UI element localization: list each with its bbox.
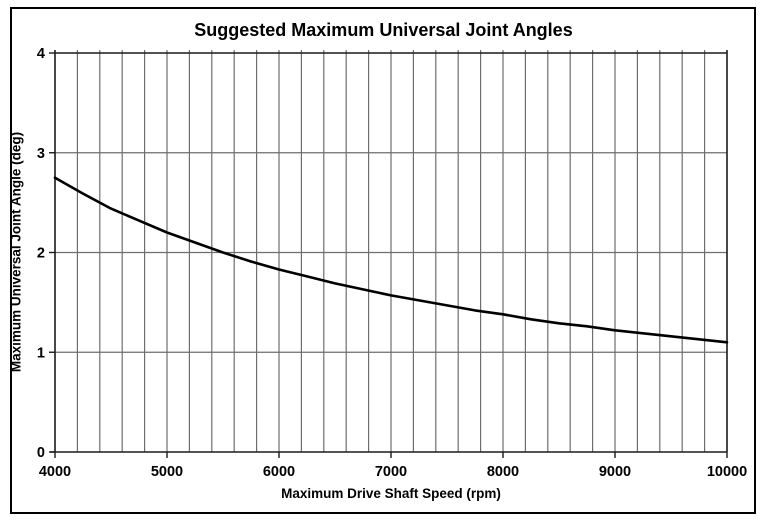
- y-tick-label: 3: [37, 146, 45, 162]
- x-tick-label: 4000: [39, 464, 71, 480]
- chart-title: Suggested Maximum Universal Joint Angles: [194, 20, 573, 40]
- y-tick-label: 2: [37, 246, 45, 262]
- y-tick-label: 4: [37, 46, 45, 62]
- x-tick-label: 5000: [151, 464, 183, 480]
- data-curve: [53, 176, 729, 344]
- x-tick-label: 10000: [707, 464, 747, 480]
- figure-border: [10, 7, 756, 514]
- y-tick-label: 1: [37, 345, 45, 361]
- x-tick-label: 8000: [487, 464, 519, 480]
- x-tick-label: 9000: [599, 464, 631, 480]
- y-tick-label: 0: [37, 445, 45, 461]
- y-axis-title: Maximum Universal Joint Angle (deg): [8, 131, 24, 373]
- x-tick-label: 6000: [263, 464, 295, 480]
- x-tick-label: 7000: [375, 464, 407, 480]
- x-axis-title: Maximum Drive Shaft Speed (rpm): [281, 486, 501, 501]
